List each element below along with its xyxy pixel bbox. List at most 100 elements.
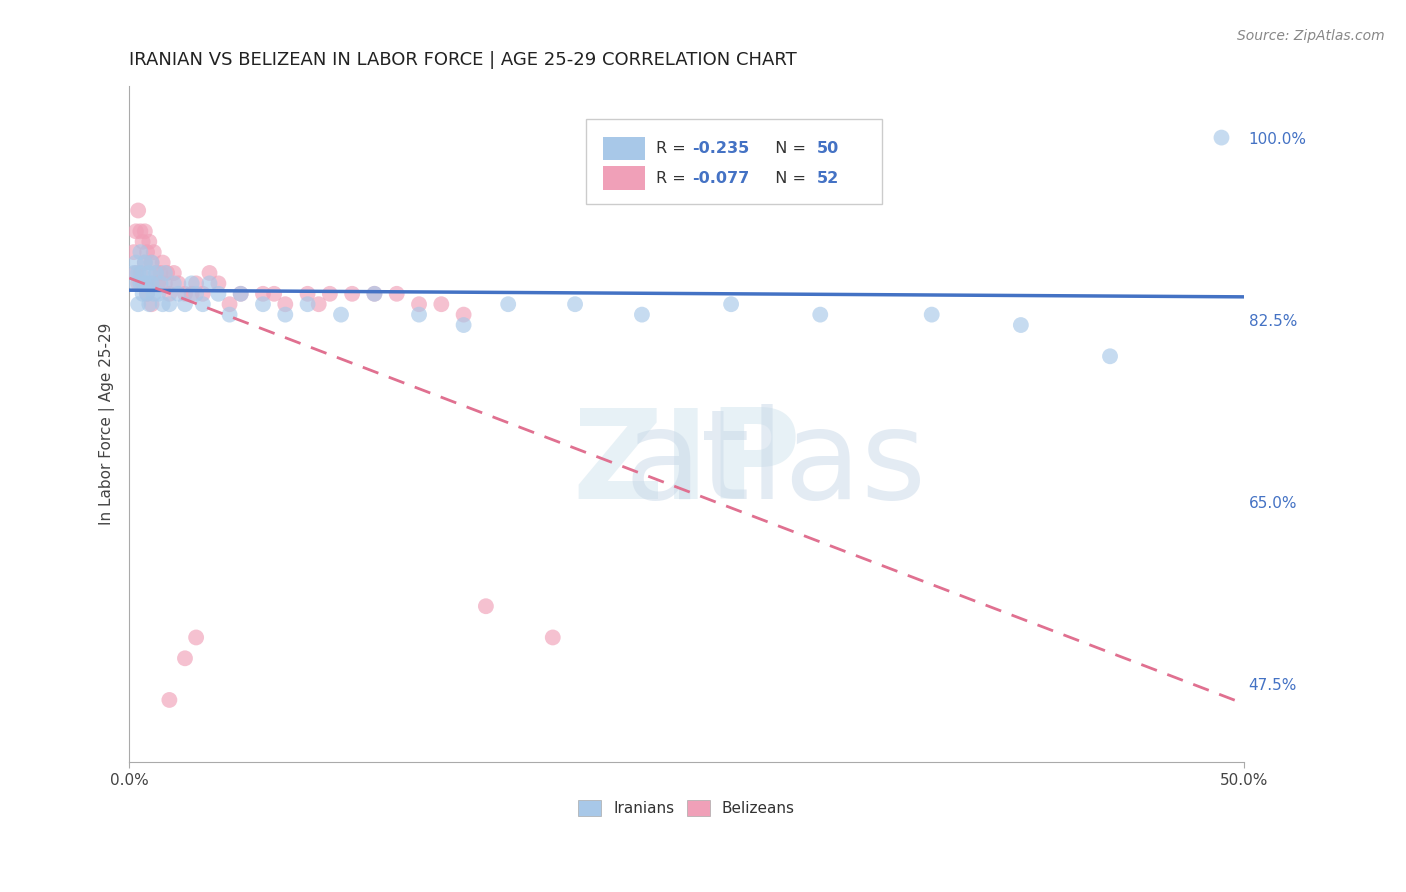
Point	[138, 297, 160, 311]
Point	[330, 308, 353, 322]
Point	[1098, 349, 1121, 363]
Point	[127, 297, 149, 311]
Point	[129, 266, 152, 280]
Point	[145, 266, 167, 280]
Text: atlas: atlas	[624, 404, 927, 525]
Point	[229, 286, 252, 301]
Point	[191, 286, 214, 301]
Point	[408, 308, 430, 322]
Point	[297, 297, 319, 311]
Point	[142, 286, 165, 301]
Point	[453, 318, 475, 332]
Text: 52: 52	[817, 170, 839, 186]
Point	[156, 266, 179, 280]
Point	[408, 297, 430, 311]
Point	[149, 266, 172, 280]
Point	[157, 286, 180, 301]
Point	[252, 286, 274, 301]
Point	[145, 266, 167, 280]
Point	[174, 297, 197, 311]
Point	[274, 297, 297, 311]
Point	[167, 277, 190, 291]
Point	[921, 308, 943, 322]
Y-axis label: In Labor Force | Age 25-29: In Labor Force | Age 25-29	[100, 323, 115, 525]
Point	[125, 266, 148, 280]
Point	[308, 297, 330, 311]
Point	[141, 297, 163, 311]
Point	[1211, 130, 1233, 145]
Point	[138, 277, 160, 291]
Point	[564, 297, 586, 311]
Point	[207, 286, 229, 301]
Point	[125, 224, 148, 238]
Point	[127, 277, 149, 291]
Point	[127, 266, 149, 280]
Point	[198, 266, 221, 280]
Point	[127, 203, 149, 218]
Point	[184, 277, 207, 291]
Point	[136, 245, 159, 260]
Point	[125, 277, 148, 291]
Point	[138, 235, 160, 249]
Point	[163, 266, 186, 280]
Point	[122, 266, 145, 280]
Text: N =: N =	[765, 141, 811, 156]
Text: ZIP: ZIP	[572, 404, 801, 525]
Point	[631, 308, 654, 322]
Point	[129, 277, 152, 291]
Point	[808, 308, 831, 322]
Point	[149, 277, 172, 291]
Point	[252, 297, 274, 311]
Point	[218, 297, 240, 311]
Point	[125, 255, 148, 269]
Point	[207, 277, 229, 291]
Point	[541, 631, 564, 645]
Point	[263, 286, 285, 301]
Point	[131, 286, 153, 301]
Point	[184, 286, 207, 301]
Text: R =: R =	[657, 170, 692, 186]
Point	[152, 297, 174, 311]
Point	[136, 286, 159, 301]
Point	[174, 651, 197, 665]
Point	[141, 255, 163, 269]
Point	[319, 286, 342, 301]
Point	[720, 297, 742, 311]
Bar	[603, 136, 645, 161]
Text: N =: N =	[765, 170, 811, 186]
Point	[453, 308, 475, 322]
Text: 50: 50	[817, 141, 839, 156]
Point	[496, 297, 519, 311]
Point	[152, 255, 174, 269]
Point	[129, 224, 152, 238]
Point	[1010, 318, 1032, 332]
Text: R =: R =	[657, 141, 692, 156]
Point	[167, 286, 190, 301]
Point	[153, 266, 176, 280]
Point	[136, 286, 159, 301]
Point	[141, 277, 163, 291]
FancyBboxPatch shape	[586, 120, 882, 204]
Point	[141, 255, 163, 269]
Point	[157, 297, 180, 311]
Point	[475, 599, 498, 614]
Point	[142, 245, 165, 260]
Point	[180, 286, 202, 301]
Bar	[603, 167, 645, 190]
Point	[122, 245, 145, 260]
Point	[174, 286, 197, 301]
Point	[148, 286, 170, 301]
Text: -0.235: -0.235	[692, 141, 749, 156]
Point	[163, 277, 186, 291]
Point	[274, 308, 297, 322]
Point	[131, 277, 153, 291]
Point	[340, 286, 363, 301]
Point	[229, 286, 252, 301]
Point	[131, 266, 153, 280]
Point	[198, 277, 221, 291]
Point	[131, 235, 153, 249]
Point	[385, 286, 408, 301]
Point	[363, 286, 385, 301]
Point	[153, 277, 176, 291]
Point	[134, 255, 156, 269]
